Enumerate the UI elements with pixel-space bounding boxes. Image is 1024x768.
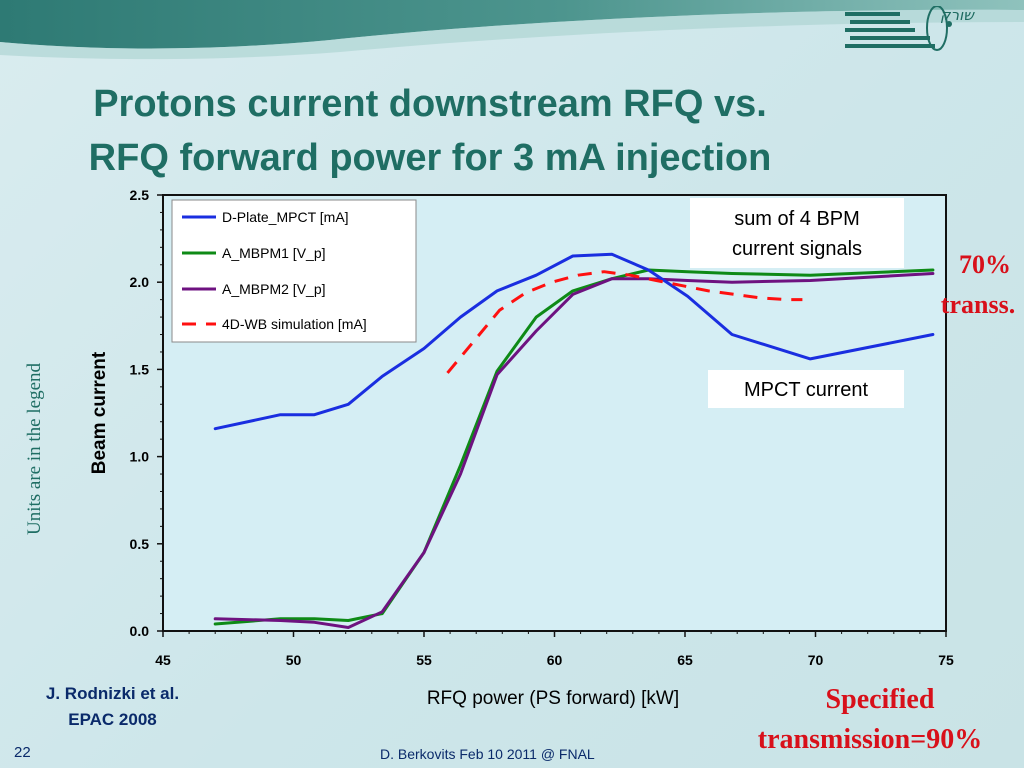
slide-number: 22 [14, 744, 31, 761]
annotation-bpm-sum: sum of 4 BPM current signals [690, 198, 904, 268]
side-note-units: Units are in the legend [24, 362, 45, 535]
series-layer [213, 252, 935, 629]
y-axis: 0.0 0.5 1.0 1.5 2.0 2.5 [130, 187, 163, 639]
x-tick-label: 65 [677, 652, 693, 668]
series-line-a-mbpm1 [213, 268, 935, 626]
x-tick-label: 75 [938, 652, 954, 668]
annotation-bpm-box [690, 198, 904, 268]
y-tick-label: 0.5 [130, 536, 150, 552]
legend-label-mbpm1: A_MBPM1 [V_p] [222, 245, 326, 261]
legend: D-Plate_MPCT [mA] A_MBPM1 [V_p] A_MBPM2 … [171, 199, 417, 343]
series-line-d-plate-mpct [213, 252, 935, 431]
annotation-bpm-line2: current signals [732, 238, 862, 260]
transmission-70-label: transs. [940, 290, 1016, 319]
series-line-a-mbpm2 [213, 272, 935, 629]
y-tick-label: 0.0 [130, 623, 150, 639]
footer-text: D. Berkovits Feb 10 2011 @ FNAL [380, 746, 595, 762]
legend-label-mbpm2: A_MBPM2 [V_p] [222, 281, 326, 297]
soreq-logo: שורק [845, 5, 995, 58]
legend-label-simulation: 4D-WB simulation [mA] [222, 316, 367, 332]
x-tick-label: 50 [286, 652, 302, 668]
slide-title-line1: Protons current downstream RFQ vs. [93, 83, 767, 125]
y-axis-label: Beam current [89, 351, 110, 474]
slide-title-line2: RFQ forward power for 3 mA injection [88, 137, 772, 179]
x-axis: 45 50 55 60 65 70 75 [155, 631, 954, 668]
y-tick-label: 2.5 [130, 187, 150, 203]
header-banner [0, 0, 1024, 60]
legend-label-dplate: D-Plate_MPCT [mA] [222, 209, 349, 225]
x-tick-label: 55 [416, 652, 432, 668]
specified-line1: Specified [825, 684, 935, 715]
credit-authors: J. Rodnizki et al. [45, 684, 180, 703]
y-tick-label: 1.5 [130, 361, 150, 377]
annotation-bpm-line1: sum of 4 BPM [734, 208, 860, 230]
annotation-mpct: MPCT current [708, 370, 904, 408]
credit-conference: EPAC 2008 [68, 710, 157, 729]
logo-graphic [845, 5, 952, 51]
annotation-mpct-text: MPCT current [744, 379, 869, 401]
x-tick-label: 60 [547, 652, 563, 668]
x-tick-label: 45 [155, 652, 171, 668]
transmission-70-value: 70% [959, 250, 1011, 279]
y-tick-label: 2.0 [130, 274, 150, 290]
logo-text: שורק [940, 6, 974, 24]
annotation-mpct-box [708, 370, 904, 408]
y-tick-label: 1.0 [130, 449, 150, 465]
beam-current-chart: 0.0 0.5 1.0 1.5 2.0 2.5 45 50 55 60 65 70 75 Beam c… [89, 187, 954, 709]
banner-wave [0, 0, 1024, 49]
x-axis-label: RFQ power (PS forward) [kW] [427, 688, 679, 709]
specified-line2: transmission=90% [757, 724, 983, 755]
banner-wave-light [0, 9, 1024, 60]
x-tick-label: 70 [808, 652, 824, 668]
legend-box [171, 199, 417, 343]
series-line-4d-wb [446, 270, 803, 374]
